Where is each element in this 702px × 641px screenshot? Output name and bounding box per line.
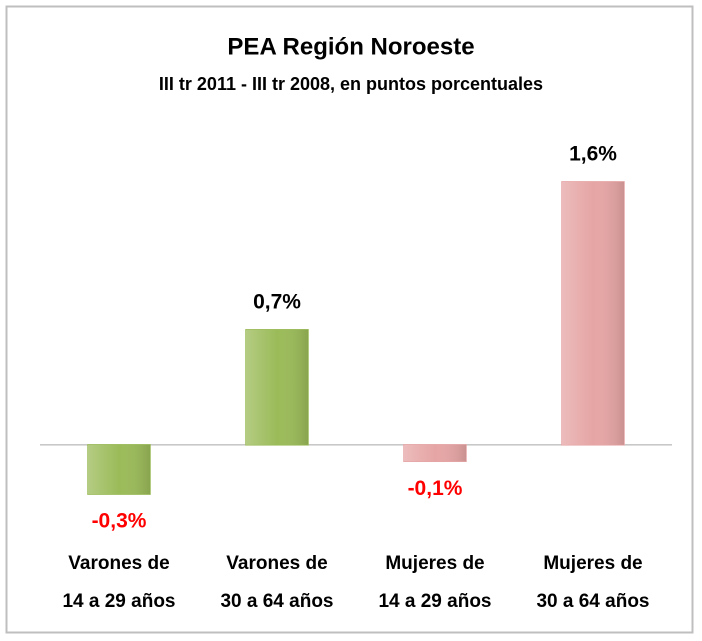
chart-title: PEA Región Noroeste [227,33,474,60]
x-tick-label: Varones de 14 a 29 años [62,553,176,612]
data-label: -0,1% [408,477,463,500]
data-label: 0,7% [253,290,301,313]
x-tick-label: Mujeres de 14 a 29 años [378,553,492,612]
bar [403,444,467,463]
x-tick-label: Mujeres de 30 a 64 años [536,553,650,612]
data-label: 1,6% [569,142,617,165]
chart-subtitle: III tr 2011 - III tr 2008, en puntos por… [159,74,543,94]
bar [561,181,625,446]
bar [87,444,151,495]
bar [245,329,309,446]
x-tick-label: Varones de 30 a 64 años [220,553,334,612]
data-label: -0,3% [92,510,147,533]
